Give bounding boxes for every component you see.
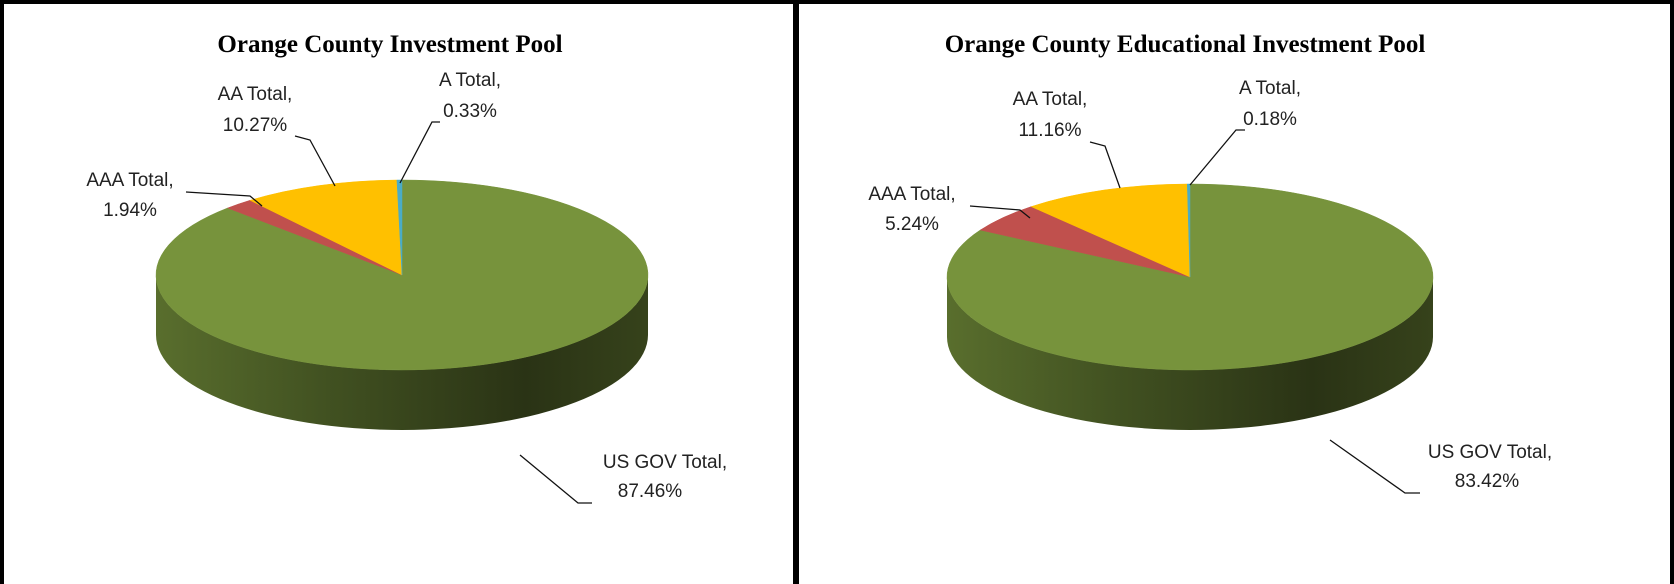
leader-line <box>294 135 336 187</box>
data-label-value: 1.94% <box>103 200 157 221</box>
leader-line <box>1089 141 1121 189</box>
pie-slice <box>1030 183 1191 278</box>
leader-line <box>185 191 263 207</box>
pie-slice <box>249 179 403 276</box>
data-label-value: 0.18% <box>1243 109 1297 130</box>
data-label-category: A Total, <box>439 70 501 91</box>
data-label-value: 5.24% <box>885 214 939 235</box>
pie-side <box>156 275 648 430</box>
leader-line <box>969 205 1031 219</box>
data-label-value: 11.16% <box>1018 120 1081 141</box>
leader-line <box>399 121 440 184</box>
data-label-category: A Total, <box>1239 78 1301 99</box>
data-label-category: US GOV Total, <box>603 452 727 473</box>
data-label-category: AA Total, <box>1013 89 1088 110</box>
pie-chart: Orange County Investment Pool US GOV Tota… <box>86 31 727 504</box>
data-label-category: AAA Total, <box>86 170 173 191</box>
leader-line <box>519 454 592 504</box>
data-label-category: US GOV Total, <box>1428 442 1552 463</box>
data-label-value: 0.33% <box>443 101 497 122</box>
pie-slice <box>946 183 1434 371</box>
leader-line <box>1329 439 1420 494</box>
data-label-value: 83.42% <box>1455 471 1520 492</box>
data-label-value: 87.46% <box>618 481 683 502</box>
chart-title: Orange County Investment Pool <box>217 31 562 58</box>
pie-chart: Orange County Educational Investment Poo… <box>868 31 1552 494</box>
data-label-category: AA Total, <box>218 84 293 105</box>
leader-line <box>1189 129 1245 186</box>
pie-slice <box>155 179 649 371</box>
data-label-value: 10.27% <box>223 115 288 136</box>
data-label-category: AAA Total, <box>868 184 955 205</box>
pie-side <box>947 277 1433 430</box>
chart-title: Orange County Educational Investment Poo… <box>945 31 1426 58</box>
